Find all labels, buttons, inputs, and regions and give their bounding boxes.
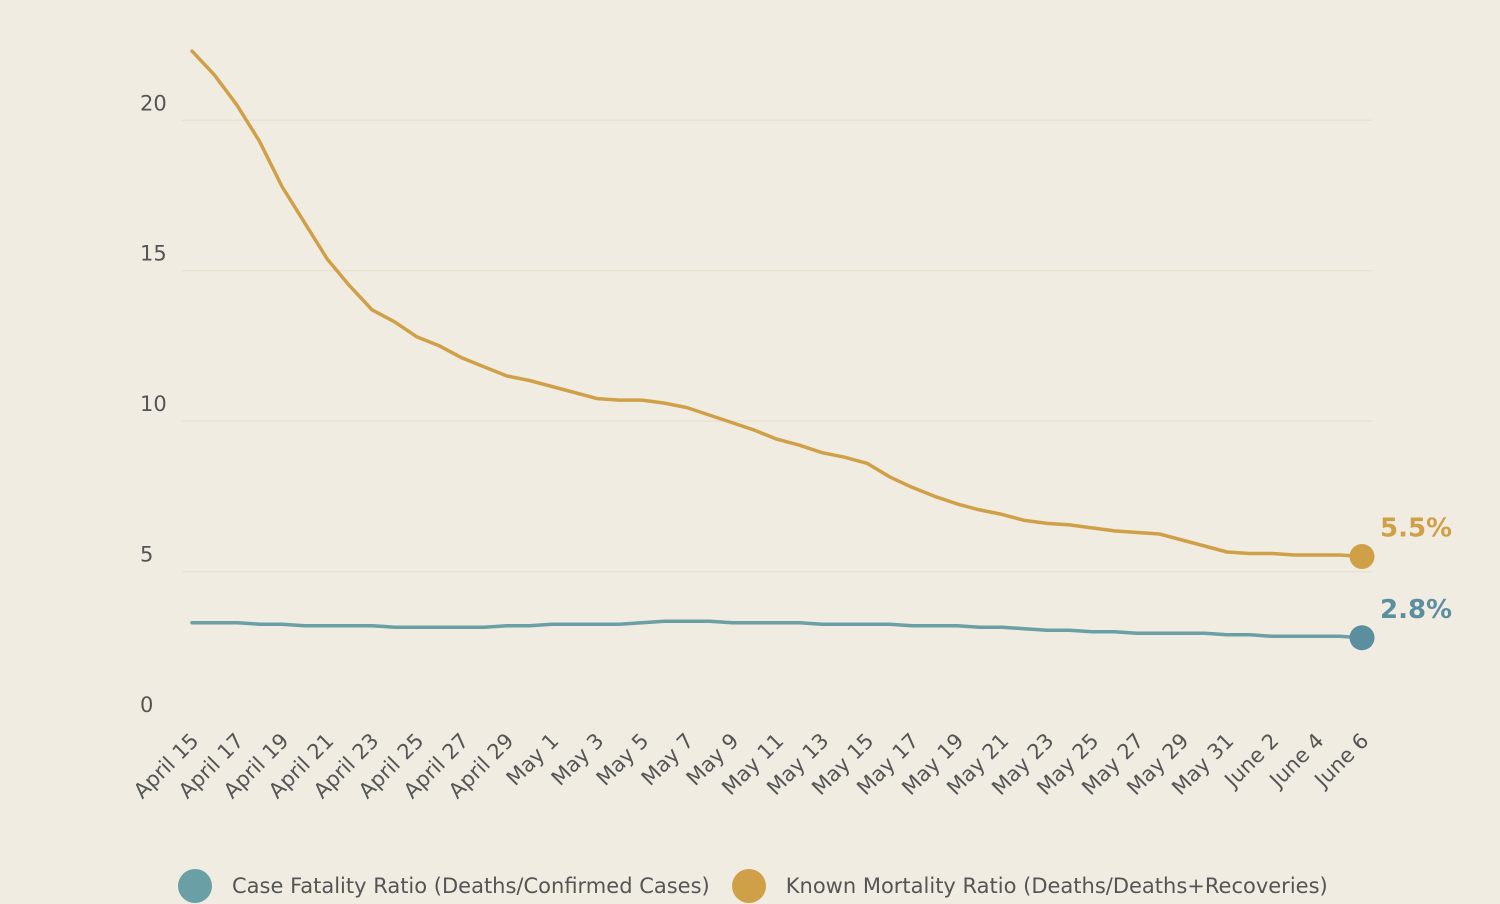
y-tick-label-0: 0 [140, 693, 153, 717]
series-line-1 [190, 49, 1364, 559]
legend-item-known-mortality[interactable]: Known Mortality Ratio (Deaths/Deaths+Rec… [731, 869, 1328, 903]
y-tick-label-10: 10 [140, 392, 167, 416]
series-endpoints: 2.8% 5.5% [1349, 514, 1452, 651]
series-endpoint-dot-1[interactable] [1349, 544, 1375, 570]
series-lines [190, 49, 1364, 640]
legend-label-known-mortality: Known Mortality Ratio (Deaths/Deaths+Rec… [785, 874, 1328, 898]
grid-lines [182, 119, 1372, 573]
legend-swatch-case-fatality [178, 869, 212, 903]
y-tick-label-5: 5 [140, 543, 153, 567]
series-line-0 [190, 619, 1364, 640]
legend: Case Fatality Ratio (Deaths/Confirmed Ca… [178, 868, 1350, 904]
legend-label-case-fatality: Case Fatality Ratio (Deaths/Confirmed Ca… [232, 874, 710, 898]
y-tick-label-20: 20 [140, 91, 167, 115]
series-end-label-0: 2.8% [1380, 595, 1452, 625]
y-tick-label-15: 15 [140, 242, 167, 266]
y-axis-ticks: 0 5 10 15 20 [140, 91, 167, 717]
legend-swatch-known-mortality [731, 869, 766, 903]
legend-item-case-fatality[interactable]: Case Fatality Ratio (Deaths/Confirmed Ca… [178, 869, 710, 903]
series-endpoint-dot-0[interactable] [1349, 625, 1375, 651]
series-end-label-1: 5.5% [1380, 514, 1452, 544]
